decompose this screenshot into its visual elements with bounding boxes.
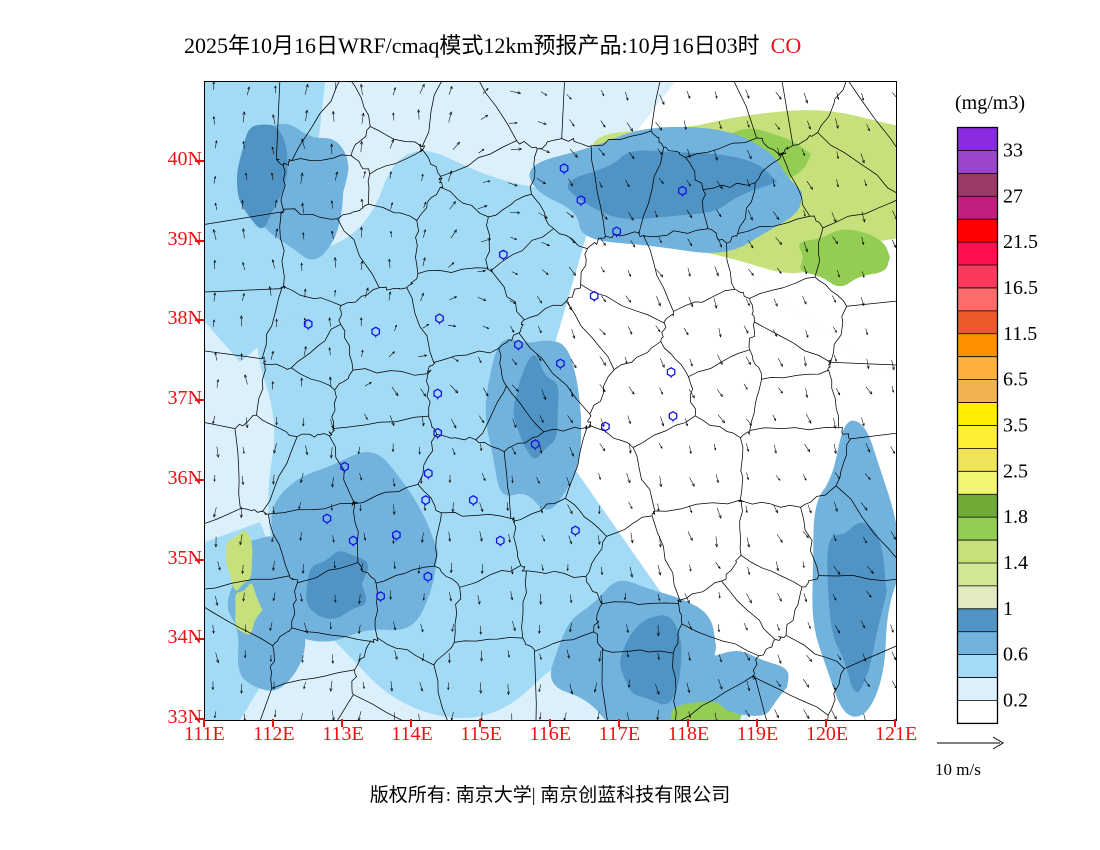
svg-text:6.5: 6.5 <box>1003 369 1028 391</box>
svg-text:16.5: 16.5 <box>1003 277 1038 299</box>
svg-text:1.8: 1.8 <box>1003 506 1028 528</box>
svg-text:0.6: 0.6 <box>1003 644 1028 666</box>
svg-text:21.5: 21.5 <box>1003 231 1038 253</box>
svg-text:0.2: 0.2 <box>1003 690 1028 712</box>
svg-text:27: 27 <box>1003 185 1023 207</box>
svg-text:1: 1 <box>1003 598 1013 620</box>
svg-text:1.4: 1.4 <box>1003 552 1028 574</box>
svg-text:11.5: 11.5 <box>1003 323 1037 345</box>
svg-text:33: 33 <box>1003 139 1023 161</box>
svg-text:3.5: 3.5 <box>1003 415 1028 437</box>
svg-text:2.5: 2.5 <box>1003 460 1028 482</box>
